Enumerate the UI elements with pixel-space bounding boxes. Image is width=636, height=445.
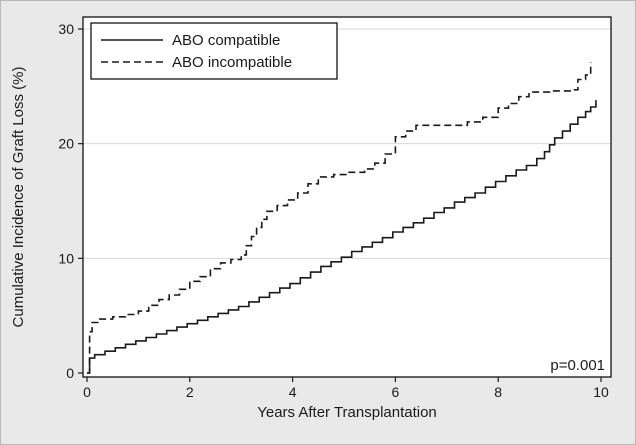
x-ticks: 0 2 4 6 8 10 xyxy=(83,377,609,400)
series-line-dashed xyxy=(87,62,592,374)
x-tick-label: 4 xyxy=(289,384,297,400)
y-axis-title: Cumulative Incidence of Graft Loss (%) xyxy=(10,67,27,328)
plot-border xyxy=(82,16,612,378)
legend-label-incompatible: ABO incompatible xyxy=(172,54,292,71)
x-tick-label: 6 xyxy=(392,384,400,400)
y-ticks: 0 10 20 30 xyxy=(58,21,83,381)
legend-label-compatible: ABO compatible xyxy=(172,32,280,49)
legend-box xyxy=(90,22,338,80)
y-tick-label: 0 xyxy=(66,365,74,381)
p-value-annotation: p=0.001 xyxy=(550,357,605,374)
y-tick-label: 30 xyxy=(58,21,74,37)
legend: ABO compatible ABO incompatible xyxy=(90,22,338,80)
x-tick-label: 0 xyxy=(83,384,91,400)
x-tick-label: 8 xyxy=(494,384,502,400)
y-tick-label: 10 xyxy=(58,250,74,266)
series-lines xyxy=(87,62,597,374)
x-tick-label: 10 xyxy=(593,384,609,400)
x-tick-label: 2 xyxy=(186,384,194,400)
series-line-solid xyxy=(87,100,597,374)
y-tick-label: 20 xyxy=(58,136,74,152)
x-axis-title: Years After Transplantation xyxy=(257,404,437,421)
